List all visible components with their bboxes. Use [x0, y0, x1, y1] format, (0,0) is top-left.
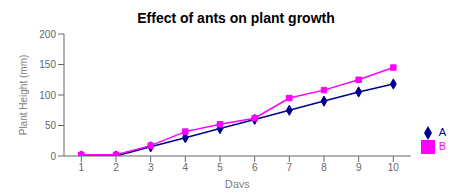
svg-text:5: 5 — [217, 162, 223, 173]
svg-text:8: 8 — [321, 162, 327, 173]
html-text:Effect of ants on plant growth: Effect of ants on plant growth — [137, 10, 335, 26]
svg-text:Plant Height (mm): Plant Height (mm) — [18, 55, 29, 136]
svg-text:6: 6 — [252, 162, 258, 173]
svg-text:0: 0 — [50, 151, 56, 162]
html-text:A: A — [438, 125, 446, 138]
svg-text:1: 1 — [79, 162, 85, 173]
svg-text:150: 150 — [39, 59, 56, 70]
svg-text:7: 7 — [287, 162, 293, 173]
svg-text:9: 9 — [356, 162, 362, 173]
svg-text:2: 2 — [113, 162, 119, 173]
html-text:B: B — [438, 139, 446, 152]
svg-text:10: 10 — [388, 162, 400, 173]
svg-text:Days: Days — [225, 178, 251, 188]
svg-text:200: 200 — [39, 29, 56, 40]
svg-text:3: 3 — [148, 162, 154, 173]
svg-text:50: 50 — [45, 120, 57, 131]
svg-text:100: 100 — [39, 90, 56, 101]
svg-text:4: 4 — [183, 162, 189, 173]
